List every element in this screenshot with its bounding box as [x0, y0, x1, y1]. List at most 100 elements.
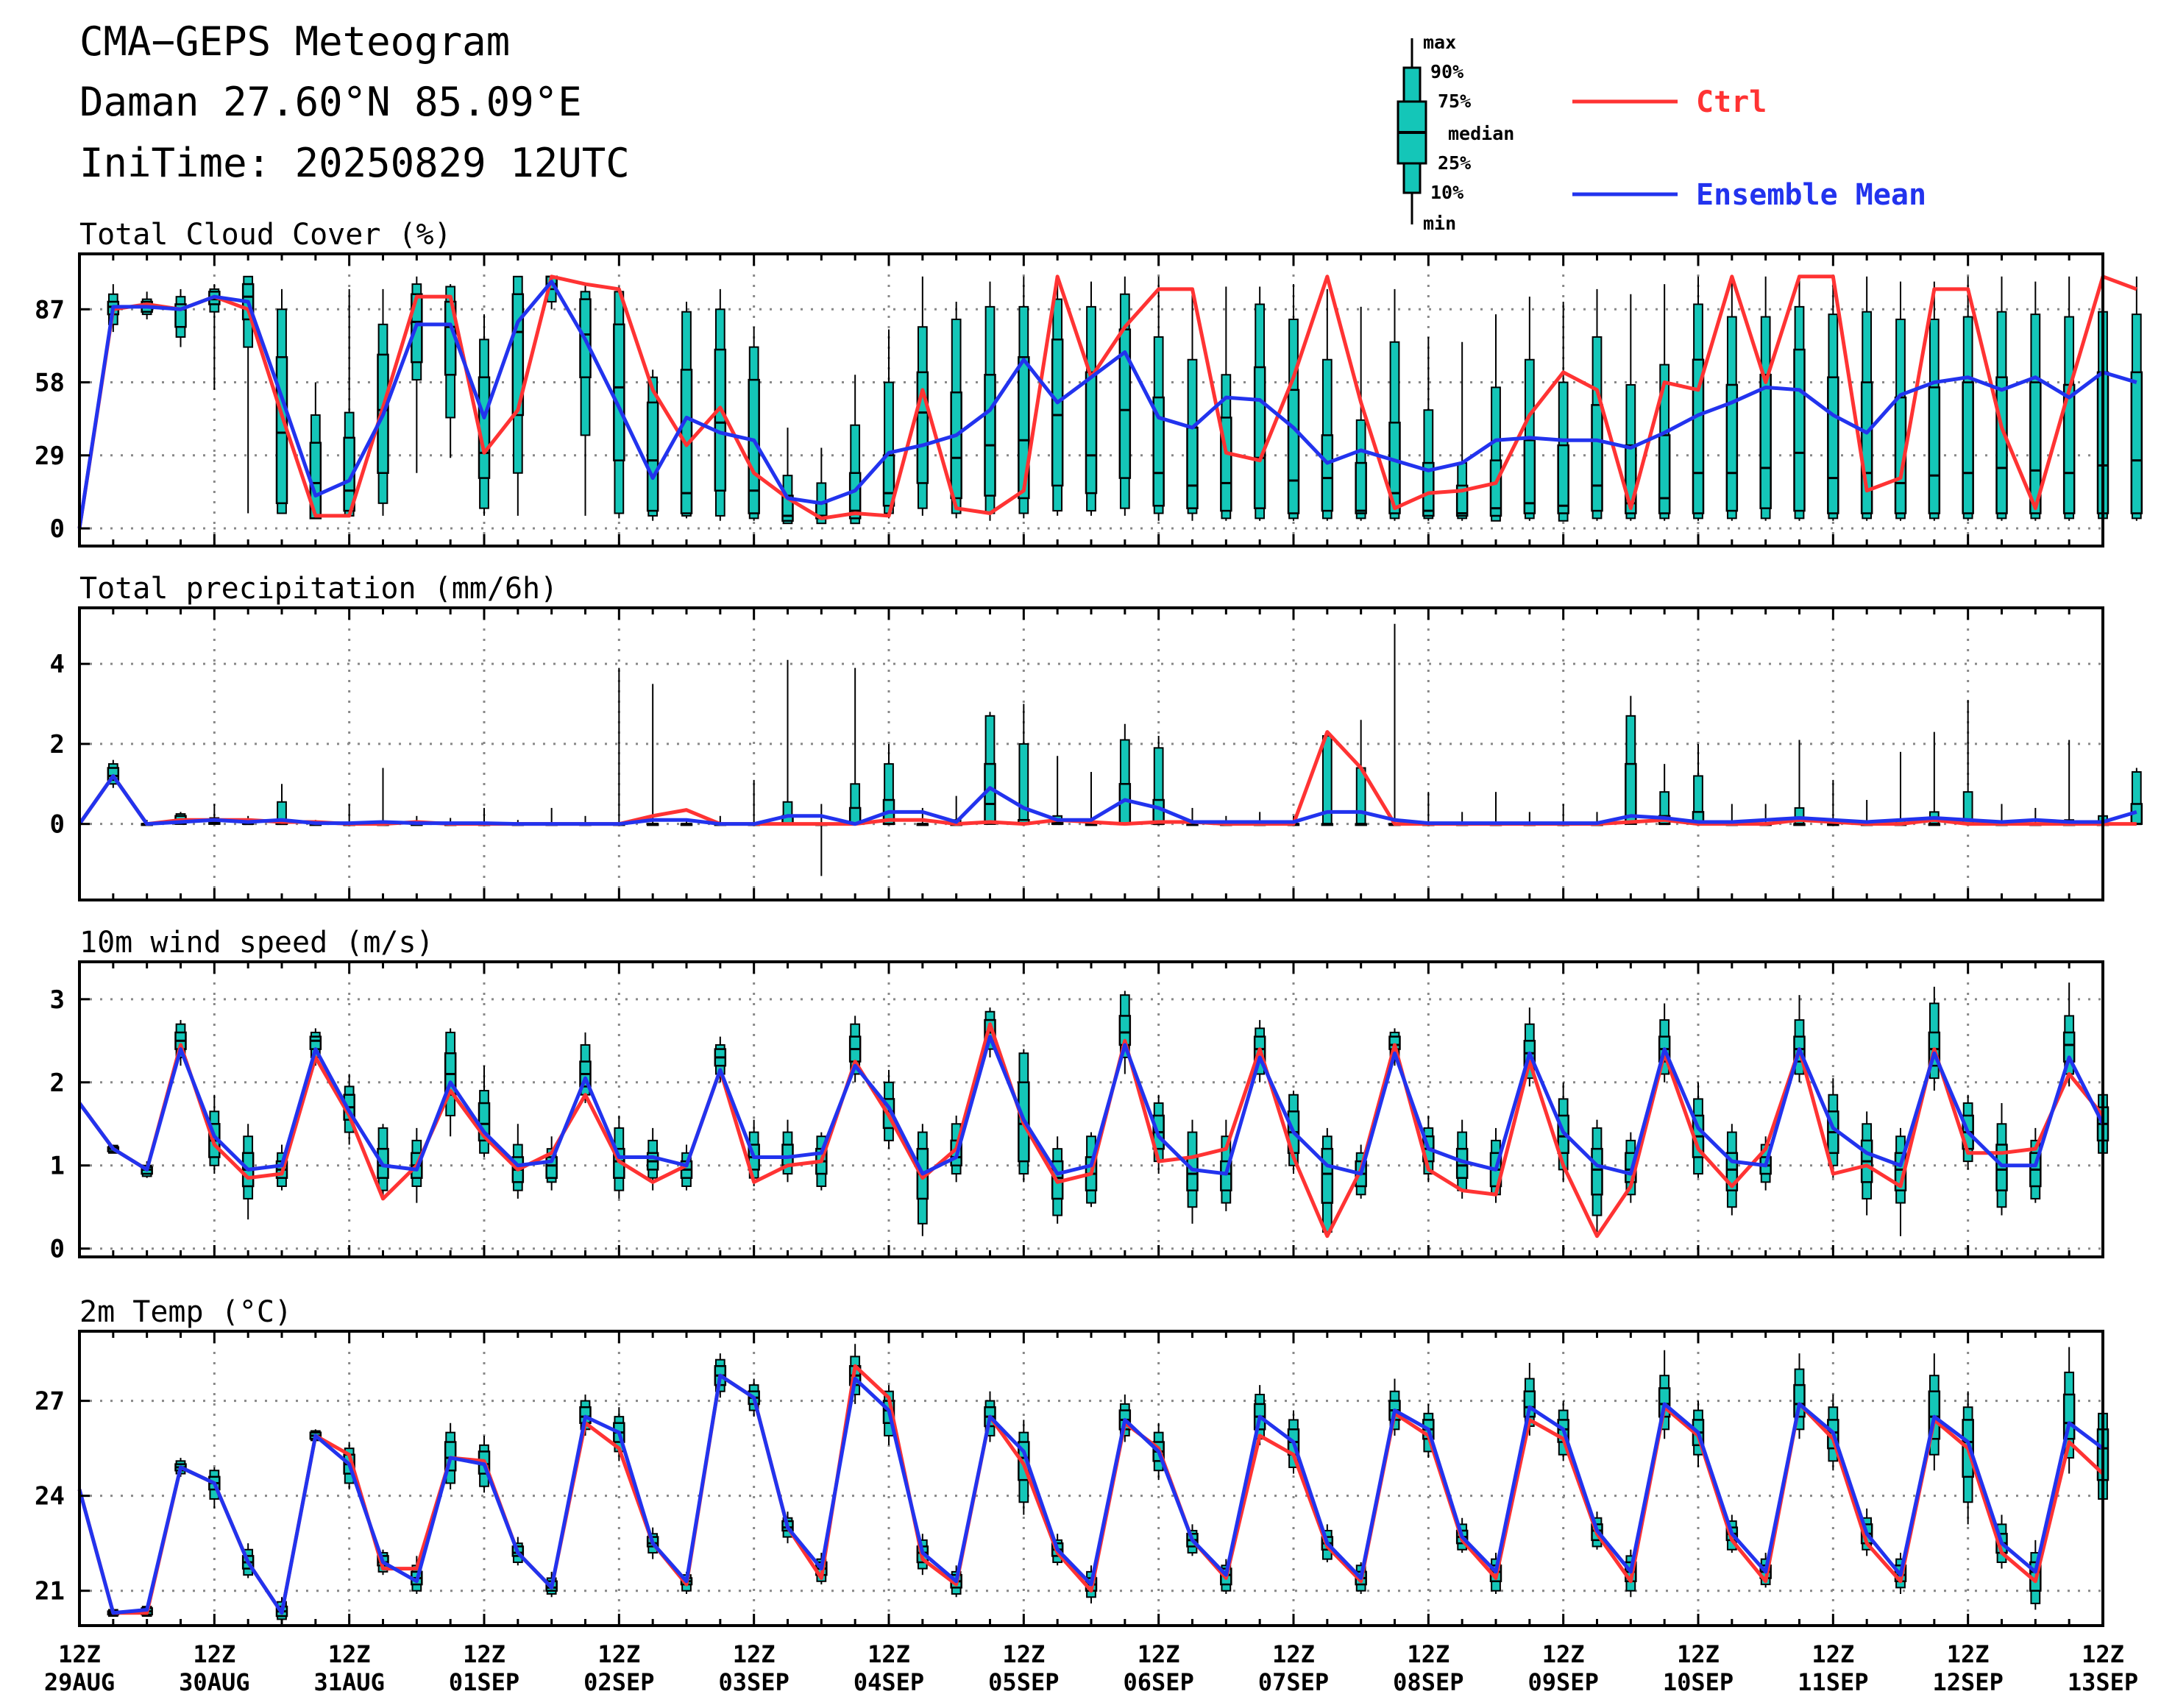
box-47	[1658, 764, 1671, 826]
box-25	[916, 1124, 929, 1236]
x-tick-hour: 12Z	[1542, 1640, 1585, 1668]
panel-2: 0 1 2 3 10m wind speed (m/s)	[50, 926, 2109, 1264]
y-tick-label: 4	[50, 650, 65, 679]
legend-box-label: 75%	[1438, 91, 1471, 112]
x-tick-hour: 12Z	[1407, 1640, 1449, 1668]
box-3	[174, 1020, 187, 1066]
box-48	[1692, 276, 1705, 521]
x-tick-date: 31AUG	[314, 1668, 385, 1696]
panel-title: 2m Temp (°C)	[79, 1295, 292, 1329]
y-tick-label: 2	[50, 1069, 65, 1098]
box-28	[1018, 1049, 1030, 1183]
box-34	[1220, 286, 1232, 521]
x-tick-hour: 12Z	[597, 1640, 640, 1668]
box-25-75	[714, 348, 727, 492]
box-23	[848, 667, 862, 826]
box-27	[984, 712, 996, 825]
x-tick-hour: 12Z	[463, 1640, 505, 1668]
box-11	[444, 284, 457, 458]
ensemble-mean-line	[77, 1373, 2104, 1615]
box-45	[1591, 288, 1603, 521]
box-31	[1118, 276, 1132, 516]
box-40	[1422, 336, 1435, 521]
box-25-75	[1557, 444, 1569, 514]
box-24	[882, 329, 895, 519]
ensemble-mean-line	[77, 773, 2137, 826]
box-61	[2130, 276, 2143, 521]
box-49	[1725, 1124, 1739, 1216]
box-25-75	[1625, 762, 1637, 825]
box-25-75	[1287, 389, 1300, 514]
box-25-75	[2130, 371, 2143, 514]
box-25-75	[1051, 339, 1064, 487]
box-7	[309, 382, 322, 520]
box-31	[1118, 991, 1132, 1074]
y-tick-label: 0	[50, 810, 65, 840]
box-27	[984, 281, 996, 521]
box-51	[1793, 740, 1806, 826]
y-tick-label: 0	[50, 1235, 65, 1264]
x-tick-hour: 12Z	[1677, 1640, 1720, 1668]
box-25-75	[1355, 461, 1367, 514]
box-37	[1321, 288, 1334, 521]
box-5	[241, 1124, 255, 1220]
legend: max 90% 75% median 25% 10% min Ctrl Ensemble Mea…	[1397, 32, 1926, 234]
box-38	[1355, 306, 1367, 521]
box-12	[478, 314, 491, 516]
station-location: Daman 27.60°N 85.09°E	[79, 79, 582, 125]
y-tick-label: 29	[35, 442, 65, 471]
box-51	[1793, 276, 1806, 521]
init-time: IniTime: 20250829 12UTC	[79, 140, 630, 186]
box-25-75	[950, 391, 962, 500]
box-59	[2062, 740, 2076, 826]
box-21	[781, 1119, 794, 1183]
box-17	[646, 684, 659, 826]
panel-title: Total Cloud Cover (%)	[79, 218, 452, 252]
box-25-75	[1827, 376, 1839, 514]
box-25-75	[1793, 348, 1806, 512]
box-42	[1489, 792, 1502, 826]
box-25-75	[984, 374, 996, 497]
box-17	[646, 369, 659, 521]
chart-title: CMA−GEPS Meteogram	[79, 18, 511, 65]
box-25-75	[1523, 439, 1536, 514]
y-tick-label: 27	[35, 1387, 65, 1417]
x-tick-date: 08SEP	[1393, 1668, 1463, 1696]
panel-title: Total precipitation (mm/6h)	[79, 572, 558, 606]
box-16	[613, 667, 625, 826]
x-tick-hour: 12Z	[1138, 1640, 1180, 1668]
x-tick-hour: 12Z	[867, 1640, 910, 1668]
box-44	[1557, 302, 1569, 522]
x-tick-date: 07SEP	[1258, 1668, 1329, 1696]
box-45	[1591, 1119, 1603, 1233]
box-25-75	[1995, 1144, 2008, 1191]
box-25-75	[1422, 461, 1435, 517]
box-39	[1388, 623, 1401, 826]
box-3	[174, 288, 187, 347]
box-36	[1287, 284, 1300, 521]
box-55	[1928, 731, 1941, 826]
box-12	[478, 1066, 491, 1158]
box-25-75	[1591, 404, 1603, 512]
panel-1: 0 2 4 Total precipitation (mm/6h)	[50, 572, 2143, 901]
x-tick-date: 06SEP	[1124, 1668, 1194, 1696]
x-tick-date: 30AUG	[179, 1668, 249, 1696]
box-25-75	[1186, 426, 1199, 509]
y-tick-label: 2	[50, 730, 65, 759]
box-23	[848, 375, 862, 525]
y-tick-label: 1	[50, 1152, 65, 1181]
box-23	[848, 1016, 862, 1082]
box-21	[781, 659, 794, 826]
legend-box-label: max	[1423, 32, 1456, 53]
box-10-90	[1018, 743, 1029, 825]
legend-mean-label: Ensemble Mean	[1696, 178, 1926, 212]
box-25-75	[1085, 371, 1098, 495]
box-20	[748, 327, 760, 521]
box-22	[815, 447, 828, 525]
box-52	[1827, 276, 1839, 521]
box-25-75	[1725, 383, 1739, 512]
box-18	[680, 820, 693, 826]
box-25-75	[1658, 434, 1671, 514]
box-53	[1860, 1111, 1873, 1216]
legend-ctrl-label: Ctrl	[1696, 85, 1767, 119]
